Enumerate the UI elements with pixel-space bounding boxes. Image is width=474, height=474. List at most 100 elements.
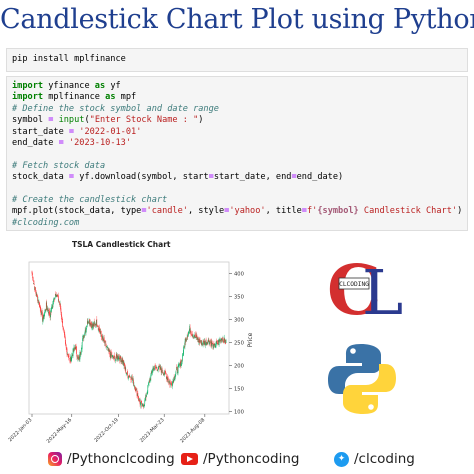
candle-down <box>115 357 117 359</box>
candle-up <box>213 344 214 349</box>
candle-down <box>91 324 92 329</box>
candle-up <box>172 381 173 387</box>
candle-up <box>112 355 113 358</box>
candle-down <box>72 354 73 356</box>
candle-up <box>128 375 130 378</box>
candle-down <box>180 361 181 368</box>
candle-down <box>78 357 79 360</box>
candle-up <box>207 341 209 345</box>
candle-down <box>157 369 158 371</box>
operator: = <box>141 206 147 217</box>
y-tick-label: 150 <box>234 387 244 393</box>
candle-down <box>124 362 125 366</box>
candle-up <box>77 356 79 359</box>
code-cell[interactable]: import yfinance as yf import mplfinance … <box>6 76 468 231</box>
candle-down <box>60 304 61 310</box>
candle-up <box>188 329 190 331</box>
candle-down <box>186 338 187 340</box>
clcoding-logo: C L CLCODING <box>327 254 402 320</box>
candle-down <box>94 324 96 326</box>
code-token: end_date) <box>296 172 344 183</box>
code-line-import-yfinance: import yfinance as yf <box>12 81 462 92</box>
candle-up <box>220 338 222 341</box>
candle-down <box>176 367 178 368</box>
candle-down <box>220 338 222 342</box>
candle-down <box>137 393 139 398</box>
candle-up <box>80 349 82 354</box>
candle-down <box>67 355 69 358</box>
candle-down <box>89 319 90 325</box>
x-tick-label: 2023-Aug-08 <box>179 417 206 444</box>
candle-down <box>103 337 105 341</box>
candle-up <box>190 331 191 333</box>
keyword: as <box>105 92 116 103</box>
candle-down <box>114 355 115 358</box>
candle-down <box>96 325 98 327</box>
candle-up <box>96 319 97 326</box>
candle-down <box>55 294 57 297</box>
candle-up <box>161 367 162 373</box>
candle-up <box>215 341 217 347</box>
candle-down <box>99 331 101 333</box>
candle-up <box>129 376 131 377</box>
string-literal: 'candle' <box>146 206 188 217</box>
candle-down <box>154 364 156 367</box>
candle-down <box>112 356 114 358</box>
candle-down <box>164 371 166 372</box>
candle-down <box>99 327 100 331</box>
operator: = <box>48 115 54 126</box>
candle-down <box>39 302 40 308</box>
code-line-symbol: symbol = input("Enter Stock Name : ") <box>12 115 462 126</box>
footer: /Pythonclcoding /Pythoncoding ✦ /clcodin… <box>0 446 474 474</box>
operator: = <box>224 206 230 217</box>
y-tick-label: 300 <box>234 318 244 324</box>
candle-up <box>179 364 181 366</box>
operator: = <box>208 172 214 183</box>
candle-down <box>102 339 104 341</box>
candle-up <box>87 321 89 323</box>
code-line-plot: mpf.plot(stock_data, type='candle', styl… <box>12 206 462 217</box>
candle-down <box>67 354 69 356</box>
candle-down <box>138 398 140 401</box>
candle-up <box>47 308 48 311</box>
candle-down <box>161 367 163 372</box>
candle-down <box>105 341 106 343</box>
candle-up <box>140 402 141 406</box>
candle-down <box>92 323 93 327</box>
twitter-link[interactable]: ✦ /clcoding <box>334 451 415 467</box>
candle-down <box>196 334 197 338</box>
candle-down <box>185 337 187 343</box>
candle-down <box>217 340 218 344</box>
candle-up <box>188 330 190 334</box>
y-tick-label: 350 <box>234 295 244 301</box>
candle-up <box>186 336 188 340</box>
candle-down <box>99 329 101 333</box>
instagram-link[interactable]: /Pythonclcoding <box>48 451 175 467</box>
youtube-link[interactable]: /Pythoncoding <box>181 451 299 467</box>
candle-down <box>65 344 67 348</box>
code-line-end-date: end_date = '2023-10-13' <box>12 138 462 149</box>
candle-up <box>71 357 72 362</box>
candle-up <box>174 376 176 379</box>
candles-group <box>31 270 227 410</box>
candle-up <box>195 335 197 338</box>
candle-up <box>53 299 54 303</box>
candle-up <box>72 348 74 357</box>
candle-up <box>157 369 159 370</box>
candle-down <box>171 382 172 386</box>
candle-up <box>51 307 52 312</box>
candle-down <box>61 318 63 321</box>
candle-up <box>147 385 149 386</box>
candle-down <box>61 311 62 317</box>
candle-up <box>156 367 157 368</box>
candle-up <box>201 342 203 345</box>
candle-down <box>110 350 112 356</box>
candle-down <box>80 351 81 354</box>
install-cell[interactable]: pip install mplfinance <box>6 48 468 72</box>
candle-down <box>75 345 77 349</box>
candle-down <box>104 340 105 344</box>
candle-up <box>195 337 197 339</box>
candle-up <box>152 370 153 373</box>
candle-down <box>151 371 152 373</box>
string-literal: "Enter Stock Name : " <box>89 115 199 126</box>
